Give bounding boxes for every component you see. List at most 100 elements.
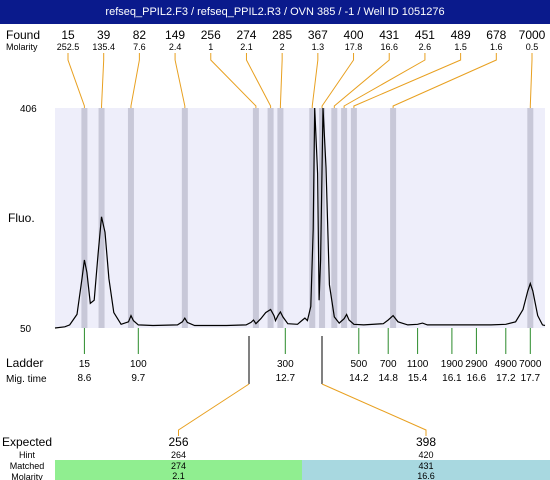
found-size-label: 149 bbox=[165, 28, 185, 42]
found-leader-line bbox=[67, 53, 85, 108]
found-size-label: 82 bbox=[133, 28, 147, 42]
peak-band bbox=[181, 108, 188, 328]
peak-band bbox=[527, 108, 534, 328]
found-molarity-label: 135.4 bbox=[92, 42, 115, 52]
found-leader-line bbox=[130, 53, 140, 108]
found-molarity-label: 2.1 bbox=[240, 42, 253, 52]
found-leader-line bbox=[279, 53, 283, 108]
found-size-label: 39 bbox=[97, 28, 111, 42]
ladder-size-label: 100 bbox=[130, 359, 147, 370]
found-leader-line bbox=[343, 53, 426, 108]
found-molarity-label: 2.6 bbox=[419, 42, 432, 52]
found-label: Found bbox=[6, 28, 40, 42]
y-tick-label: 406 bbox=[20, 104, 37, 115]
molarity-value: 16.6 bbox=[417, 471, 435, 480]
ladder-size-label: 700 bbox=[380, 359, 397, 370]
found-leader-line bbox=[210, 53, 257, 108]
found-size-label: 274 bbox=[236, 28, 256, 42]
expected-label: Expected bbox=[2, 435, 52, 449]
found-leader-line bbox=[311, 53, 319, 108]
ladder-time-label: 8.6 bbox=[77, 373, 91, 384]
found-size-label: 489 bbox=[451, 28, 471, 42]
expected-leader-line bbox=[321, 383, 427, 436]
matched-band bbox=[302, 460, 550, 480]
peak-band bbox=[309, 108, 316, 328]
ladder-size-label: 4900 bbox=[495, 359, 518, 370]
ladder-time-label: 17.7 bbox=[521, 373, 541, 384]
fluorescence-trace bbox=[54, 107, 546, 329]
title-bar: refseq_PPIL2.F3 / refseq_PPIL2.R3 / OVN … bbox=[0, 0, 550, 24]
found-size-label: 678 bbox=[486, 28, 506, 42]
ladder-size-label: 15 bbox=[79, 359, 91, 370]
found-molarity-label: 1.6 bbox=[490, 42, 503, 52]
peak-band bbox=[267, 108, 274, 328]
found-leader-line bbox=[174, 53, 186, 108]
ladder-time-label: 9.7 bbox=[131, 373, 145, 384]
ladder-size-label: 500 bbox=[350, 359, 367, 370]
matched-value: 431 bbox=[418, 461, 433, 471]
peak-band bbox=[331, 108, 338, 328]
found-molarity-label: 7.6 bbox=[133, 42, 146, 52]
ladder-size-label: 300 bbox=[277, 359, 294, 370]
matched-value: 274 bbox=[171, 461, 186, 471]
ladder-time-label: 14.2 bbox=[349, 373, 369, 384]
found-size-label: 15 bbox=[61, 28, 75, 42]
found-molarity-label: 1 bbox=[208, 42, 213, 52]
found-size-label: 451 bbox=[415, 28, 435, 42]
peak-band bbox=[350, 108, 357, 328]
expected-value: 256 bbox=[168, 435, 188, 449]
matched-band bbox=[55, 460, 302, 480]
found-molarity-label: 252.5 bbox=[57, 42, 80, 52]
found-leader-line bbox=[529, 53, 533, 108]
found-molarity-label: 16.6 bbox=[380, 42, 398, 52]
ladder-size-label: 1100 bbox=[407, 359, 429, 370]
y-tick-label: 50 bbox=[20, 324, 32, 335]
hint-value: 420 bbox=[418, 450, 433, 460]
peak-band bbox=[127, 108, 134, 328]
mig-time-label: Mig. time bbox=[6, 374, 47, 385]
ladder-size-label: 1900 bbox=[441, 359, 464, 370]
found-leader-line bbox=[101, 53, 105, 108]
found-molarity-label: 2.4 bbox=[169, 42, 182, 52]
ladder-time-label: 16.6 bbox=[467, 373, 487, 384]
ladder-time-label: 16.1 bbox=[442, 373, 462, 384]
peak-band bbox=[390, 108, 397, 328]
found-size-label: 285 bbox=[272, 28, 292, 42]
ladder-size-label: 2900 bbox=[465, 359, 488, 370]
found-size-label: 431 bbox=[379, 28, 399, 42]
peak-band bbox=[252, 108, 259, 328]
molarity-label: Molarity bbox=[6, 42, 38, 52]
found-size-label: 367 bbox=[308, 28, 328, 42]
ladder-time-label: 14.8 bbox=[378, 373, 398, 384]
matched-label: Matched bbox=[10, 461, 45, 471]
found-molarity-label: 0.5 bbox=[526, 42, 539, 52]
molarity-value: 2.1 bbox=[172, 471, 185, 480]
peak-band bbox=[319, 108, 326, 328]
molarity-row-label: Molarity bbox=[11, 472, 43, 480]
peak-band bbox=[81, 108, 88, 328]
found-molarity-label: 1.5 bbox=[454, 42, 467, 52]
ladder-label: Ladder bbox=[6, 356, 43, 370]
hint-value: 264 bbox=[171, 450, 186, 460]
ladder-time-label: 17.2 bbox=[496, 373, 516, 384]
peak-band bbox=[277, 108, 284, 328]
plot-area bbox=[55, 108, 545, 328]
found-leader-line bbox=[321, 53, 355, 108]
found-leader-line bbox=[245, 53, 272, 108]
hint-label: Hint bbox=[19, 450, 36, 460]
found-leader-line bbox=[353, 53, 462, 108]
ladder-time-label: 12.7 bbox=[276, 373, 296, 384]
found-molarity-label: 17.8 bbox=[345, 42, 363, 52]
expected-value: 398 bbox=[416, 435, 436, 449]
found-leader-line bbox=[333, 53, 390, 108]
found-size-label: 400 bbox=[344, 28, 364, 42]
found-leader-line bbox=[392, 53, 497, 108]
ladder-time-label: 15.4 bbox=[408, 373, 428, 384]
ladder-size-label: 7000 bbox=[519, 359, 542, 370]
found-size-label: 256 bbox=[201, 28, 221, 42]
peak-band bbox=[341, 108, 348, 328]
found-size-label: 7000 bbox=[519, 28, 546, 42]
found-molarity-label: 2 bbox=[280, 42, 285, 52]
